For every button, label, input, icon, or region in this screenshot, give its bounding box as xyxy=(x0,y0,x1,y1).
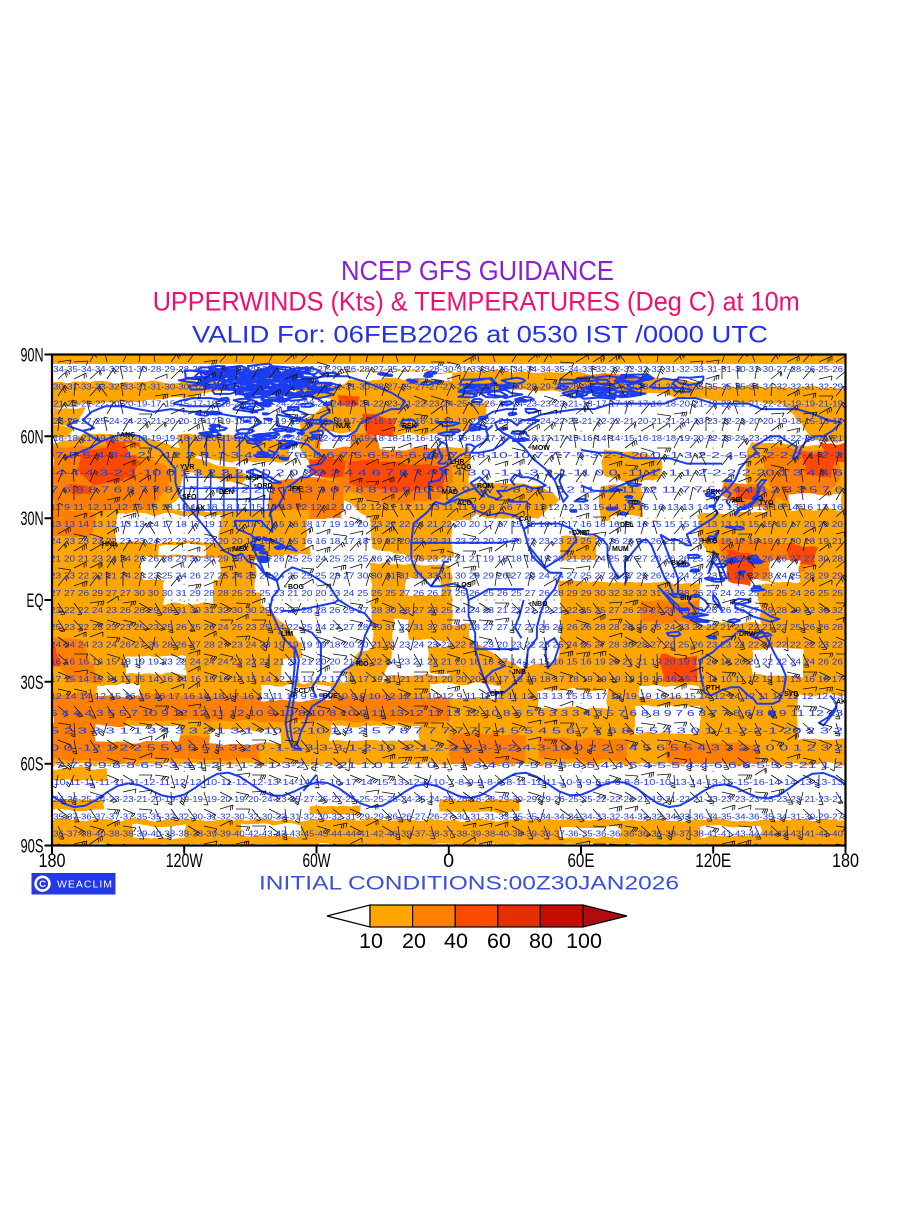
svg-text:-7-7-9-9-8-8-6-5-3-3-1-2-1-1-2: -7-7-9-9-8-8-6-5-3-3-1-2-1-1-2-1-3-2-2-2… xyxy=(50,760,844,770)
svg-text:120E: 120E xyxy=(695,850,731,872)
svg-text:PTH: PTH xyxy=(706,685,720,692)
svg-text:HKG: HKG xyxy=(702,538,718,545)
svg-text:LOS: LOS xyxy=(457,582,472,589)
svg-text:23 22 22 24 23 26 26 29 28 31: 23 22 22 24 23 26 26 29 28 31 30 31 32 3… xyxy=(50,605,843,615)
svg-text:-18-18-21-19-21-20-18-19-19-18: -18-18-21-19-21-20-18-19-19-18-19-20-21-… xyxy=(50,433,843,443)
svg-text:0: 0 xyxy=(443,850,454,872)
svg-text:ORD: ORD xyxy=(257,483,273,490)
svg-text:25 23 22 23 23 23 25 23 25 26: 25 23 22 23 23 23 25 23 25 26 25 26 24 2… xyxy=(50,622,843,632)
svg-text:JNB: JNB xyxy=(512,669,526,676)
svg-text:60W: 60W xyxy=(303,850,331,872)
svg-text:SFO: SFO xyxy=(182,494,197,501)
svg-text:JFK: JFK xyxy=(288,486,301,493)
svg-text:MAD: MAD xyxy=(442,489,458,496)
svg-text:RIO: RIO xyxy=(356,661,369,668)
svg-text:EQ: EQ xyxy=(27,590,44,612)
svg-text:CPT: CPT xyxy=(490,691,505,698)
svg-text:100: 100 xyxy=(566,929,602,953)
svg-text:-4-4-4-3-2-1-10 0 1 3 2 3 2 1: -4-4-4-3-2-1-10 0 1 3 2 3 2 1 0 2 0 2 3 … xyxy=(50,467,844,477)
svg-text:SIN: SIN xyxy=(680,595,692,602)
svg-text:5 4 4 4 3 5 5 7 10 9 12 12 11: 5 4 4 4 3 5 5 7 10 9 12 12 11 12 10 9 10… xyxy=(50,708,844,718)
svg-text:TYO: TYO xyxy=(759,500,774,507)
svg-text:BKK: BKK xyxy=(671,560,686,567)
svg-text:20: 20 xyxy=(402,929,426,953)
svg-text:60N: 60N xyxy=(21,426,44,448)
svg-text:DRW: DRW xyxy=(739,631,756,638)
svg-text:-36-37-38-40-38-38-39-40-38-38: -36-37-38-40-38-38-39-40-38-38-38-39-39-… xyxy=(50,829,843,839)
svg-text:-30-31-33-33-32-33-31-31-30-30: -30-31-33-33-32-33-31-31-30-30-32-30-31-… xyxy=(50,381,843,391)
svg-text:12 14 14 12 15 16 15 16 17 16: 12 14 14 12 15 16 15 16 17 16 18 18 17 1… xyxy=(50,691,843,701)
svg-text:UPPERWINDS (Kts) & TEMPERATURE: UPPERWINDS (Kts) & TEMPERATURES (Deg C) … xyxy=(153,287,800,317)
svg-text:C: C xyxy=(39,879,46,890)
svg-text:30N: 30N xyxy=(21,508,44,530)
svg-text:90N: 90N xyxy=(21,345,44,367)
svg-text:120W: 120W xyxy=(166,850,204,872)
svg-text:PEK: PEK xyxy=(706,489,720,496)
svg-text:NUK: NUK xyxy=(336,423,351,430)
svg-text:90S: 90S xyxy=(21,836,44,858)
svg-text:AKL: AKL xyxy=(836,699,851,706)
svg-text:BUE: BUE xyxy=(323,693,338,700)
svg-text:ALG: ALG xyxy=(457,500,472,507)
svg-text:ANC: ANC xyxy=(120,432,135,439)
svg-text:LHR: LHR xyxy=(450,459,464,466)
svg-text:MSP: MSP xyxy=(246,475,262,482)
svg-text:13 13 14 13 12 13 13 14 17 18: 13 13 14 13 12 13 13 14 17 18 17 19 17 1… xyxy=(50,519,843,529)
svg-text:CDG: CDG xyxy=(456,464,472,471)
svg-text:MUM: MUM xyxy=(612,546,629,553)
svg-text:-35-37-36-37-37-37-35-35-32-32: -35-37-36-37-37-37-35-35-32-32-30-31-32-… xyxy=(50,811,843,821)
svg-text:17 15 14 15 14 15 15 14 16 14: 17 15 14 15 14 15 15 14 16 14 16 15 16 1… xyxy=(50,674,843,684)
svg-text:-7-5-5-4-3-4-21 -12 2 -1-1-3-4: -7-5-5-4-3-4-21 -12 2 -1-1-3-4-5-6-7-6-8… xyxy=(50,450,844,460)
svg-text:10: 10 xyxy=(359,929,383,953)
svg-text:MEX: MEX xyxy=(233,546,249,553)
svg-text:INITIAL CONDITIONS:00Z30JAN202: INITIAL CONDITIONS:00Z30JAN2026 xyxy=(259,873,679,895)
svg-text:16 16 16 16 15 18 19 19 23 22: 16 16 16 16 15 18 19 19 23 22 24 24 24 2… xyxy=(50,657,843,667)
svg-text:SCL: SCL xyxy=(294,688,309,695)
svg-text:-34-35-34-34-32-31-30-28-29-28: -34-35-34-34-32-31-30-28-29-28-28-26-28-… xyxy=(50,364,843,374)
svg-text:80: 80 xyxy=(529,929,553,953)
svg-text:WEACLIM: WEACLIM xyxy=(57,879,113,891)
svg-text:11 9 11 12 11 12 15 16 18 18 1: 11 9 11 12 11 12 15 16 18 18 19 18 18 17… xyxy=(50,502,843,512)
svg-text:MOW: MOW xyxy=(532,445,550,452)
svg-text:5 2 3 3 3 1 1 3 4 3 3 2 1 3 1: 5 2 3 3 3 1 1 3 4 3 3 2 1 3 1 -10 -2-10 … xyxy=(50,725,844,735)
svg-text:27 27 26 29 27 27 30 30 30 31: 27 27 26 29 27 27 30 30 30 31 29 28 28 2… xyxy=(50,588,843,598)
svg-text:24 23 23 23 22 23 23 24 22 23: 24 23 23 23 22 23 23 24 22 23 22 23 20 2… xyxy=(50,536,843,546)
svg-text:SEL: SEL xyxy=(731,497,745,504)
svg-text:-21-22-21-22-20-20-19-17-15-15: -21-22-21-22-20-20-19-17-15-15-17-18-18-… xyxy=(50,399,843,409)
svg-text:NBO: NBO xyxy=(532,601,548,608)
svg-text:ROM: ROM xyxy=(477,483,494,490)
svg-text:7 6 8 8 7 6 8 7 7 8 7 7 7 6 4: 7 6 8 8 7 6 8 7 7 8 7 7 7 6 4 2 2 0 1 2 … xyxy=(50,485,844,495)
svg-text:SYD: SYD xyxy=(784,691,798,698)
svg-text:0 0 -12 1 2 2 5 5 4 5 5 5 3 2: 0 0 -12 1 2 2 5 5 4 5 5 5 3 2 0 -1-1-3-3… xyxy=(50,743,844,753)
svg-text:60E: 60E xyxy=(568,850,595,872)
svg-text:-10-11-11-11-11-11-12-11-12-12: -10-11-11-11-11-11-12-11-12-12-10-11-12-… xyxy=(50,777,843,787)
svg-text:DEN: DEN xyxy=(219,489,234,496)
svg-text:30S: 30S xyxy=(21,672,44,694)
svg-text:60S: 60S xyxy=(21,754,44,776)
svg-text:YVR: YVR xyxy=(180,464,194,471)
svg-text:21 20 21 23 24 24 26 26 28 29: 21 20 21 23 24 24 26 26 28 29 30 30 29 2… xyxy=(50,553,843,563)
svg-text:HNL: HNL xyxy=(102,541,117,548)
svg-text:-25-26-27-25-24-24-23-21-20-20: -25-26-27-25-24-24-23-21-20-20-18-17-19-… xyxy=(50,416,843,426)
svg-text:40: 40 xyxy=(444,929,468,953)
svg-text:60: 60 xyxy=(487,929,511,953)
svg-text:CAI: CAI xyxy=(519,516,531,523)
svg-text:180: 180 xyxy=(39,850,66,872)
svg-text:REK: REK xyxy=(402,423,417,430)
svg-text:23 23 22 22 21 24 23 23 25 24: 23 23 22 22 21 24 23 23 25 24 26 27 25 2… xyxy=(50,571,843,581)
svg-text:-24-26-25-24-23-23-21-20-19-19: -24-26-25-24-23-23-21-20-19-19-19-19-20-… xyxy=(50,794,843,804)
svg-text:24 24 24 23 24 26 27 26 28 26: 24 24 24 23 24 26 27 26 28 26 27 28 27 2… xyxy=(50,639,843,649)
svg-text:BOG: BOG xyxy=(288,584,305,591)
svg-text:LAX: LAX xyxy=(191,505,205,512)
svg-text:LIM: LIM xyxy=(281,631,293,638)
svg-text:DXB: DXB xyxy=(572,530,587,537)
svg-text:180: 180 xyxy=(832,850,859,872)
svg-text:NCEP GFS GUIDANCE: NCEP GFS GUIDANCE xyxy=(341,255,614,286)
svg-text:VALID For: 06FEB2026 at 0530 I: VALID For: 06FEB2026 at 0530 IST /0000 U… xyxy=(192,322,768,349)
svg-text:DEL: DEL xyxy=(620,522,635,529)
